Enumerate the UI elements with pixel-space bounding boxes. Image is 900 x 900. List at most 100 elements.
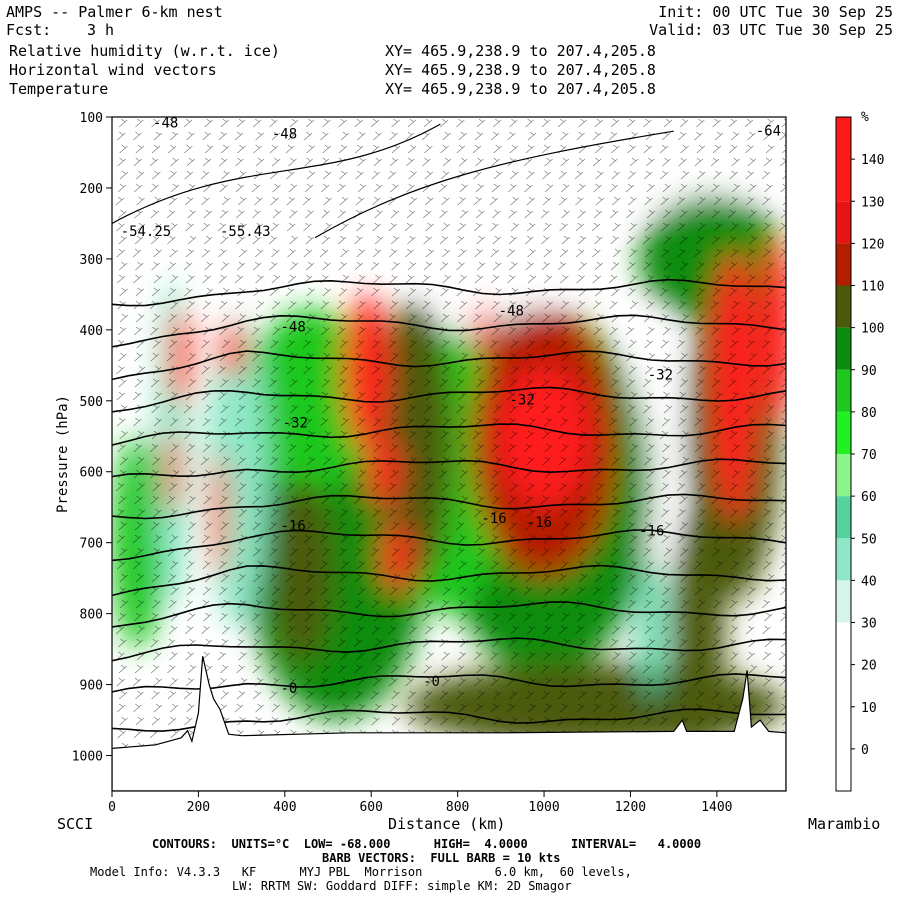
physics-info: LW: RRTM SW: Goddard DIFF: simple KM: 2D… xyxy=(232,879,572,893)
x-tick-label: 200 xyxy=(187,800,210,815)
field-xy-wind: XY= 465.9,238.9 to 207.4,205.8 xyxy=(385,61,656,79)
rh-region-22 xyxy=(343,294,391,451)
contour-label: -16 xyxy=(527,515,552,531)
terrain xyxy=(112,656,786,791)
contour-labels: -48 -48 -64 -54.25 -55.43 -48 -48 -32 -32 -32 -16 -… xyxy=(121,116,781,697)
barb-info: BARB VECTORS: FULL BARB = 10 kts xyxy=(322,851,561,865)
x-axis-label: Distance (km) xyxy=(388,815,506,833)
colorbar-segment xyxy=(836,496,851,539)
isotherm--12 xyxy=(112,601,786,628)
colorbar-tick-label: 90 xyxy=(861,364,877,379)
colorbar-tick-label: 70 xyxy=(861,448,877,463)
contour-label: -32 xyxy=(283,416,308,432)
colorbar-tick-label: 0 xyxy=(861,743,869,758)
colorbar-segment xyxy=(836,285,851,328)
field-name-wind: Horizontal wind vectors xyxy=(9,61,217,79)
model-info: Model Info: V4.3.3 KF MYJ PBL Morrison 6… xyxy=(90,865,632,879)
isotherm--4 xyxy=(112,673,786,693)
colorbar-tick-label: 100 xyxy=(861,322,884,337)
plot-title: AMPS -- Palmer 6-km nest xyxy=(6,3,223,21)
colorbar-segment xyxy=(836,201,851,244)
y-tick-label: 900 xyxy=(80,679,103,694)
colorbar-unit: % xyxy=(861,110,869,125)
terrain-profile xyxy=(112,656,786,791)
rh-region-26 xyxy=(474,301,494,359)
colorbar-tick-label: 140 xyxy=(861,153,884,168)
colorbar-tick-label: 120 xyxy=(861,237,884,252)
y-axis-label: Pressure (hPa) xyxy=(55,395,71,513)
colorbar-tick-label: 110 xyxy=(861,280,884,295)
field-xy-temperature: XY= 465.9,238.9 to 207.4,205.8 xyxy=(385,80,656,98)
y-tick-label: 800 xyxy=(80,608,103,623)
axes: 100 200 300 400 500 600 700 800 900 1000 0 200 400 60… xyxy=(72,111,733,815)
contour-label: -48 xyxy=(153,116,178,132)
y-tick-label: 500 xyxy=(80,395,103,410)
y-tick-label: 400 xyxy=(80,324,103,339)
colorbar-segment xyxy=(836,538,851,581)
isotherm--36 xyxy=(112,386,786,413)
colorbar-tick-label: 50 xyxy=(861,532,877,547)
rh-region-13 xyxy=(375,301,454,586)
valid-time: Valid: 03 UTC Tue 30 Sep 25 xyxy=(649,21,893,39)
contour-info: CONTOURS: UNITS=°C LOW= -68.000 HIGH= 4.… xyxy=(152,837,702,851)
colorbar-segment xyxy=(836,243,851,286)
isotherm--48 xyxy=(112,278,786,307)
contour-label: -64 xyxy=(756,123,781,139)
contour-label: -55.43 xyxy=(220,224,271,240)
y-tick-label: 700 xyxy=(80,537,103,552)
colorbar-tick-label: 30 xyxy=(861,617,877,632)
colorbar-segment xyxy=(836,622,851,791)
isotherm--16 xyxy=(112,564,786,597)
rh-region-23 xyxy=(366,436,402,508)
forecast-value: 3 h xyxy=(87,21,115,39)
isotherm--32 xyxy=(112,423,786,446)
contour-label: -48 xyxy=(272,126,297,142)
wind-barbs xyxy=(115,118,786,791)
wind-barb-field xyxy=(115,118,786,791)
contour-label: -48 xyxy=(499,304,524,320)
x-tick-label: 0 xyxy=(108,800,116,815)
rh-region-24 xyxy=(382,521,413,593)
contour-label: -0 xyxy=(281,681,298,697)
x-tick-label: 400 xyxy=(273,800,296,815)
y-tick-label: 600 xyxy=(80,466,103,481)
contour-label: -16 xyxy=(639,524,664,540)
colorbar-tick-label: 60 xyxy=(861,490,877,505)
colorbar-tick-label: 20 xyxy=(861,659,877,674)
isotherm-upper-1 xyxy=(112,123,441,224)
contour-label: -0 xyxy=(423,674,440,690)
right-endpoint-label: Marambio xyxy=(808,815,881,833)
rh-region-20 xyxy=(212,450,228,579)
x-tick-label: 1400 xyxy=(701,800,732,815)
y-tick-label: 200 xyxy=(80,182,103,197)
x-tick-label: 600 xyxy=(359,800,382,815)
colorbar: 0 10 20 30 40 50 60 70 80 90 100 110 120 130 140% xyxy=(835,110,884,792)
forecast-label: Fcst: xyxy=(6,21,52,39)
x-tick-label: 800 xyxy=(446,800,469,815)
contour-label: -16 xyxy=(481,511,506,527)
rh-region-28 xyxy=(760,237,786,423)
colorbar-segment xyxy=(836,117,851,202)
colorbar-segment xyxy=(836,327,851,370)
rh-shading xyxy=(112,120,786,756)
isotherm--20 xyxy=(112,529,786,562)
contour-label: -32 xyxy=(509,392,534,408)
colorbar-tick-label: 40 xyxy=(861,574,877,589)
field-xy-rh: XY= 465.9,238.9 to 207.4,205.8 xyxy=(385,42,656,60)
rh-region-10 xyxy=(112,436,164,650)
contour-label: -32 xyxy=(648,368,673,384)
rh-region-0 xyxy=(112,120,786,220)
x-tick-label: 1000 xyxy=(528,800,559,815)
rh-region-25 xyxy=(496,365,592,508)
colorbar-segment xyxy=(836,454,851,497)
x-tick-label: 1200 xyxy=(615,800,646,815)
contour-label: -54.25 xyxy=(121,224,172,240)
isotherm--24 xyxy=(112,493,786,520)
y-tick-label: 1000 xyxy=(72,750,103,765)
init-time: Init: 00 UTC Tue 30 Sep 25 xyxy=(658,3,893,21)
colorbar-segment xyxy=(836,411,851,454)
isotherm--8 xyxy=(112,637,786,662)
contour-label: -48 xyxy=(281,319,306,335)
isotherm--28 xyxy=(112,458,786,478)
